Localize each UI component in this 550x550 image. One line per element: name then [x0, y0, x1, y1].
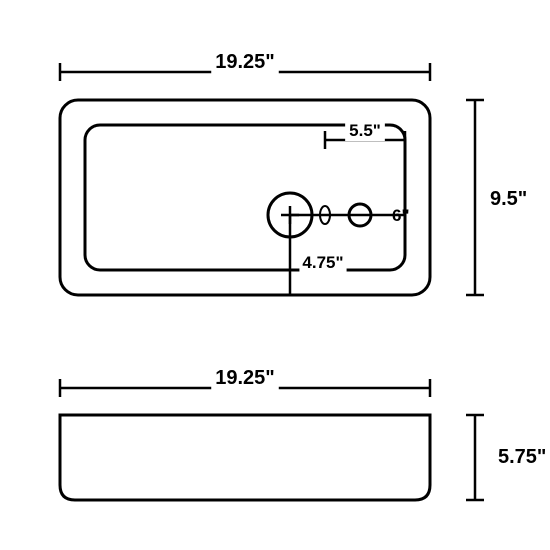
top-inner-rect: [85, 125, 405, 270]
dim-top-width-label: 19.25": [215, 51, 275, 73]
dim-side-height-label: 5.75": [498, 446, 546, 468]
dim-drain-label: 4.75": [302, 253, 343, 272]
dim-side-width-label: 19.25": [215, 367, 275, 389]
side-rect: [60, 415, 430, 500]
dim-spacing-label: 6": [392, 206, 410, 225]
dimension-drawing: 19.25" 9.5" 5.5" 6" 4.75" 19.25" 5.75": [0, 0, 550, 550]
dim-inset-width-label: 5.5": [349, 121, 381, 140]
dim-top-height-label: 9.5": [490, 188, 527, 210]
